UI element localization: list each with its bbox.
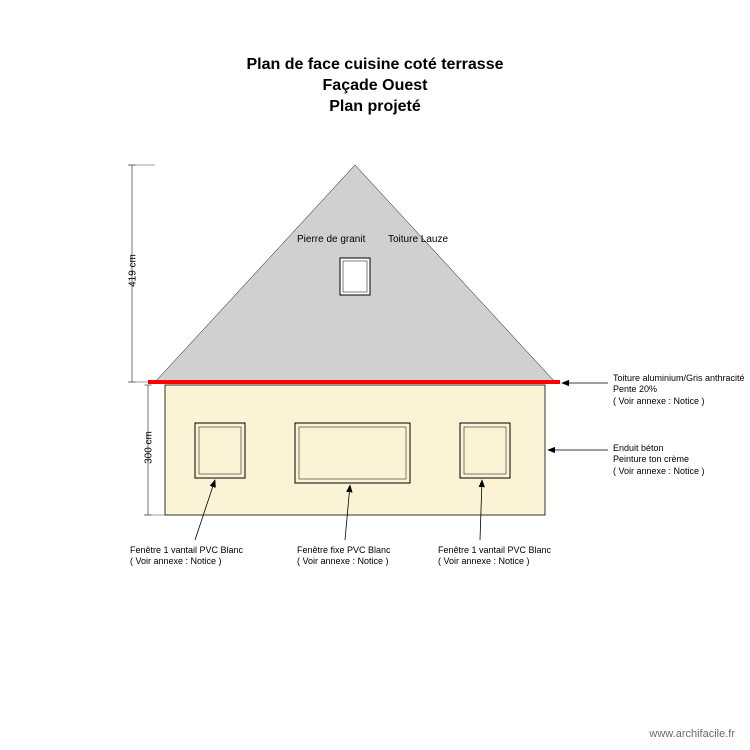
label-window-left: Fenêtre 1 vantail PVC Blanc ( Voir annex…: [130, 545, 243, 568]
label-enduit: Enduit béton Peinture ton crème ( Voir a…: [613, 443, 705, 477]
label-enduit-l1: Enduit béton: [613, 443, 705, 454]
label-window-right-l1: Fenêtre 1 vantail PVC Blanc: [438, 545, 551, 556]
label-window-left-l2: ( Voir annexe : Notice ): [130, 556, 243, 567]
label-window-center-l2: ( Voir annexe : Notice ): [297, 556, 391, 567]
label-window-center-l1: Fenêtre fixe PVC Blanc: [297, 545, 391, 556]
label-window-left-l1: Fenêtre 1 vantail PVC Blanc: [130, 545, 243, 556]
label-window-center: Fenêtre fixe PVC Blanc ( Voir annexe : N…: [297, 545, 391, 568]
label-window-right: Fenêtre 1 vantail PVC Blanc ( Voir annex…: [438, 545, 551, 568]
label-window-right-l2: ( Voir annexe : Notice ): [438, 556, 551, 567]
label-toiture-alu: Toiture aluminium/Gris anthracité Pente …: [613, 373, 745, 407]
label-toiture-alu-l3: ( Voir annexe : Notice ): [613, 396, 745, 407]
label-enduit-l3: ( Voir annexe : Notice ): [613, 466, 705, 477]
label-toiture-alu-l1: Toiture aluminium/Gris anthracité: [613, 373, 745, 384]
dim-wall-height: 300 cm: [144, 423, 155, 473]
label-toiture-lauze: Toiture Lauze: [388, 234, 448, 247]
label-pierre-granit: Pierre de granit: [297, 234, 365, 247]
label-toiture-alu-l2: Pente 20%: [613, 384, 745, 395]
window-right: [460, 423, 510, 478]
dim-roof-height: 419 cm: [128, 246, 139, 296]
window-center: [295, 423, 410, 483]
roof-window: [340, 258, 370, 295]
label-enduit-l2: Peinture ton crème: [613, 454, 705, 465]
attribution: www.archifacile.fr: [649, 728, 735, 740]
window-left: [195, 423, 245, 478]
